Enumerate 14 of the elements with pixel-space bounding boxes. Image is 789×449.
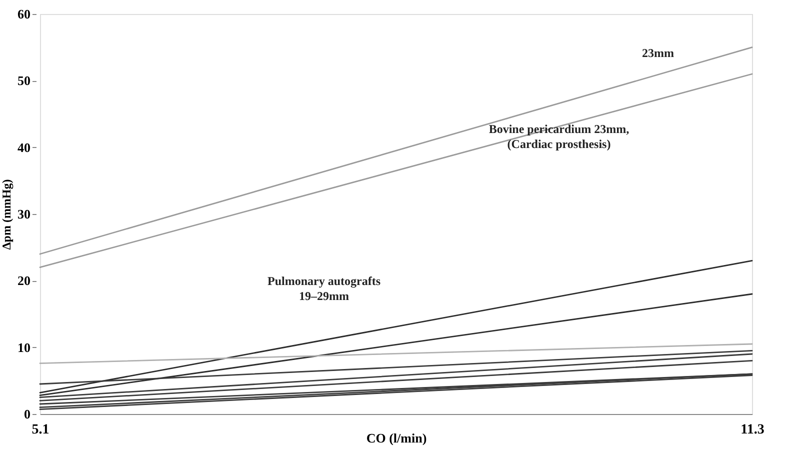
y-tick-label: 60 — [18, 6, 30, 22]
y-tick-label: 0 — [24, 406, 30, 422]
annotation: 23mm — [642, 46, 674, 60]
y-tick-label: 30 — [18, 206, 30, 222]
annotation: Pulmonary autografts 19–29mm — [268, 274, 381, 303]
y-tick-label: 40 — [18, 140, 30, 155]
x-tick-label: 11.3 — [740, 422, 764, 438]
x-tick-label: 5.1 — [32, 422, 50, 438]
y-tick-label: 10 — [18, 340, 30, 355]
annotation: Bovine pericardium 23mm, (Cardiac prosthesis) — [488, 122, 630, 151]
y-tick-label: 50 — [18, 73, 30, 88]
y-axis-title: Δpm (mmHg) — [0, 179, 14, 250]
y-tick-label: 20 — [18, 273, 30, 288]
x-axis-title: CO (l/min) — [366, 430, 427, 446]
